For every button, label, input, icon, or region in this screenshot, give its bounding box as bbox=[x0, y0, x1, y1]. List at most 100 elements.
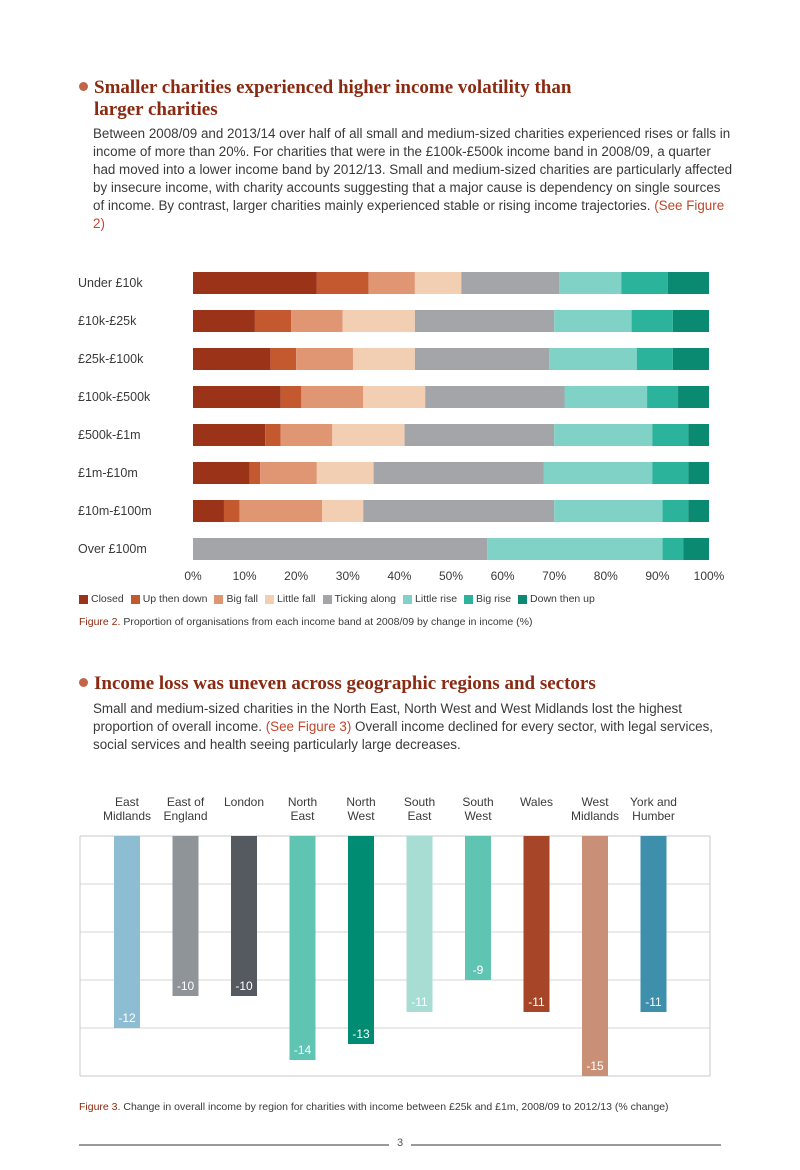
region-label-east-of-england: East of bbox=[167, 795, 205, 809]
x-tick-label: 40% bbox=[387, 569, 411, 583]
x-tick-label: 100% bbox=[694, 569, 725, 583]
value-label-york-and-humber: -11 bbox=[645, 995, 662, 1009]
legend-swatch bbox=[403, 594, 413, 604]
x-tick-label: 80% bbox=[594, 569, 618, 583]
bar-segment-up-then-down bbox=[280, 386, 302, 408]
legend-swatch bbox=[265, 594, 274, 604]
section1-paragraph: Between 2008/09 and 2013/14 over half of… bbox=[93, 125, 733, 233]
bar-segment-down-then-up bbox=[667, 272, 709, 294]
bar-segment-little-rise bbox=[554, 500, 663, 522]
legend-label: Little fall bbox=[277, 593, 316, 605]
bar-segment-big-fall bbox=[239, 500, 322, 522]
legend-item-little-rise: Little rise bbox=[403, 593, 457, 605]
category-label-10m-100m: £10m-£100m bbox=[78, 504, 152, 518]
legend-swatch bbox=[518, 594, 528, 604]
bar-south-east bbox=[406, 836, 433, 1012]
bar-south-west bbox=[465, 836, 491, 980]
x-tick-label: 20% bbox=[284, 569, 308, 583]
region-label-north-west: North bbox=[346, 795, 375, 809]
category-label-25k-100k: £25k-£100k bbox=[78, 352, 144, 366]
legend-item-big-rise: Big rise bbox=[464, 593, 511, 605]
bar-segment-little-rise bbox=[554, 424, 653, 446]
figure2-chart: Under £10k £10k-£25k £25k-£100k £100k-£500k… bbox=[78, 272, 725, 583]
bar-segment-little-rise bbox=[564, 386, 648, 408]
bar-segment-big-rise bbox=[631, 310, 673, 332]
bar-east-midlands bbox=[114, 836, 140, 1028]
legend-label: Closed bbox=[91, 593, 124, 605]
x-tick-label: 90% bbox=[645, 569, 669, 583]
legend-item-big-fall: Big fall bbox=[214, 593, 258, 605]
bar-segment-closed bbox=[193, 348, 271, 370]
legend-item-closed: Closed bbox=[79, 593, 124, 605]
region-label-london: London bbox=[224, 795, 264, 809]
region-label-west-midlands: West bbox=[581, 795, 609, 809]
region-label-north-west-line2: West bbox=[347, 809, 375, 823]
bar-segment-ticking-along bbox=[373, 462, 544, 484]
bar-segment-big-fall bbox=[280, 424, 333, 446]
bar-segment-down-then-up bbox=[688, 462, 709, 484]
value-label-south-east: -11 bbox=[411, 995, 428, 1009]
legend-swatch bbox=[464, 594, 474, 604]
region-label-north-east: North bbox=[288, 795, 317, 809]
legend-item-down-then-up: Down then up bbox=[518, 593, 595, 605]
bar-segment-little-rise bbox=[559, 272, 622, 294]
bar-east-of-england bbox=[172, 836, 199, 996]
x-tick-label: 70% bbox=[542, 569, 566, 583]
bar-segment-down-then-up bbox=[683, 538, 709, 560]
bar-segment-ticking-along bbox=[414, 348, 550, 370]
legend-label: Big fall bbox=[226, 593, 258, 605]
section2-paragraph-after: Overall income declined for every sector… bbox=[93, 719, 714, 752]
bar-segment-ticking-along bbox=[363, 500, 555, 522]
bar-west-midlands bbox=[582, 836, 608, 1076]
section1-heading: Smaller charities experienced higher inc… bbox=[79, 77, 571, 121]
category-label-100k-500k: £100k-£500k bbox=[78, 390, 151, 404]
x-tick-label: 10% bbox=[233, 569, 257, 583]
section2-paragraph: Small and medium-sized charities in the … bbox=[93, 700, 733, 754]
bar-segment-big-rise bbox=[636, 348, 673, 370]
region-label-east-midlands: East bbox=[115, 795, 140, 809]
bar-segment-big-fall bbox=[291, 310, 343, 332]
legend-label: Little rise bbox=[415, 593, 458, 605]
category-label-under-10k: Under £10k bbox=[78, 276, 143, 290]
figure2-caption-text: Proportion of organisations from each in… bbox=[123, 616, 533, 628]
bar-segment-big-fall bbox=[296, 348, 353, 370]
bar-segment-ticking-along bbox=[193, 538, 488, 560]
bar-segment-little-fall bbox=[342, 310, 415, 332]
figure2-reference-link[interactable]: (See Figure 2) bbox=[93, 198, 725, 231]
bar-segment-big-fall bbox=[260, 462, 317, 484]
section2-paragraph-before: Small and medium-sized charities in the … bbox=[93, 701, 682, 734]
bar-segment-big-rise bbox=[662, 500, 689, 522]
legend-swatch bbox=[79, 594, 88, 604]
figure2-caption-label: Figure 2. bbox=[79, 616, 121, 628]
bar-segment-ticking-along bbox=[461, 272, 560, 294]
category-label-1m-10m: £1m-£10m bbox=[78, 466, 138, 480]
legend-swatch bbox=[130, 594, 140, 604]
value-label-west-midlands: -15 bbox=[586, 1059, 604, 1073]
region-label-north-east-line2: East bbox=[290, 809, 315, 823]
value-label-east-midlands: -12 bbox=[118, 1011, 136, 1025]
value-label-east-of-england: -10 bbox=[177, 979, 195, 993]
bar-segment-up-then-down bbox=[270, 348, 297, 370]
bar-wales bbox=[523, 836, 550, 1012]
bar-segment-closed bbox=[193, 310, 255, 332]
page-footer: 3 bbox=[79, 1137, 721, 1151]
bar-segment-little-fall bbox=[332, 424, 405, 446]
figure3-caption-label: Figure 3. bbox=[79, 1101, 121, 1113]
x-tick-label: 0% bbox=[184, 569, 202, 583]
bar-segment-up-then-down bbox=[265, 424, 281, 446]
figure3-caption: Figure 3. Change in overall income by re… bbox=[79, 1101, 669, 1113]
figure3-reference-link[interactable]: (See Figure 3) bbox=[265, 719, 352, 734]
section1-heading-line1: Smaller charities experienced higher inc… bbox=[94, 77, 572, 98]
region-label-york-and-humber-line2: Humber bbox=[632, 809, 675, 823]
legend-label: Ticking along bbox=[334, 593, 397, 605]
section1-heading-line2: larger charities bbox=[94, 99, 218, 120]
bar-segment-ticking-along bbox=[404, 424, 555, 446]
footer-rule-left bbox=[79, 1144, 389, 1146]
bar-segment-big-fall bbox=[301, 386, 364, 408]
bullet-icon bbox=[79, 678, 88, 688]
bar-segment-little-fall bbox=[363, 386, 426, 408]
value-label-london: -10 bbox=[235, 979, 253, 993]
bar-segment-up-then-down bbox=[223, 500, 240, 522]
bar-segment-big-rise bbox=[662, 538, 684, 560]
